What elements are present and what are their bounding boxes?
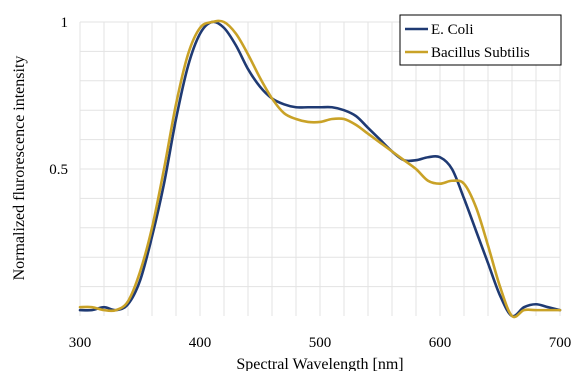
legend-label-e-coli: E. Coli: [431, 22, 474, 38]
legend-label-bacillus-subtilis: Bacillus Subtilis: [431, 45, 530, 61]
series-line-bacillus-subtilis: [78, 19, 562, 319]
tick-labels: 300 400 500 600 700 0.5 1: [49, 15, 571, 351]
y-tick-label: 1: [61, 15, 69, 31]
legend-box: [399, 14, 562, 66]
series-line-e-coli: [78, 20, 562, 318]
y-axis-title: Normalized flurorescence intensity: [11, 56, 28, 281]
legend: E. Coli Bacillus Subtilis: [399, 14, 562, 66]
x-tick-label: 500: [309, 335, 332, 351]
x-axis-title: Spectral Wavelength [nm]: [236, 356, 403, 371]
series-lines: [78, 19, 562, 319]
x-tick-label: 300: [69, 335, 92, 351]
x-tick-label: 700: [549, 335, 572, 351]
y-tick-label: 0.5: [49, 162, 68, 178]
grid: [79, 21, 561, 316]
x-tick-label: 600: [429, 335, 452, 351]
x-tick-label: 400: [189, 335, 212, 351]
